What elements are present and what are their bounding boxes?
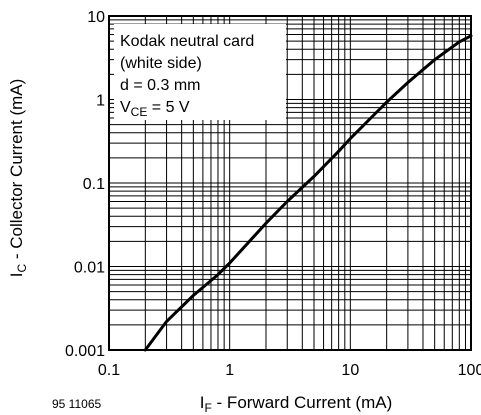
x-tick-label: 100 — [458, 362, 481, 379]
y-tick-labels: 0.001 0.01 0.1 1 10 — [65, 9, 105, 360]
x-label-subscript: F — [204, 401, 211, 415]
y-tick-label: 0.01 — [74, 260, 105, 277]
annotation-line-3: d = 0.3 mm — [120, 77, 200, 94]
x-label-symbol: I — [200, 393, 205, 412]
x-tick-label: 10 — [341, 362, 359, 379]
y-tick-label: 0.001 — [65, 343, 105, 360]
vce-symbol: V — [120, 99, 131, 116]
x-axis-label: IF - Forward Current (mA) — [200, 393, 393, 415]
x-tick-label: 1 — [225, 362, 234, 379]
y-axis-label: IC - Collector Current (mA) — [7, 79, 29, 278]
series-line — [143, 34, 473, 352]
annotation-box: Kodak neutral card (white side) d = 0.3 … — [114, 24, 286, 120]
x-tick-labels: 0.1 1 10 100 — [98, 362, 481, 379]
y-label-text: - Collector Current (mA) — [7, 79, 26, 264]
vce-rest: = 5 V — [147, 99, 190, 116]
y-tick-label: 10 — [87, 9, 105, 26]
figure-id: 95 11065 — [52, 397, 101, 411]
curve-layer — [143, 34, 473, 352]
x-label-text: - Forward Current (mA) — [212, 393, 392, 412]
y-label-symbol: I — [7, 273, 26, 278]
x-tick-label: 0.1 — [98, 362, 120, 379]
annotation-line-2: (white side) — [120, 55, 202, 72]
annotation-vce: VCE = 5 V — [120, 99, 190, 119]
annotation-background — [114, 24, 286, 120]
annotation-line-1: Kodak neutral card — [120, 33, 254, 50]
y-label-subscript: C — [15, 264, 29, 273]
plot-frame — [108, 15, 472, 351]
y-tick-label: 0.1 — [83, 176, 105, 193]
y-tick-label: 1 — [96, 93, 105, 110]
vce-subscript: CE — [131, 105, 148, 119]
